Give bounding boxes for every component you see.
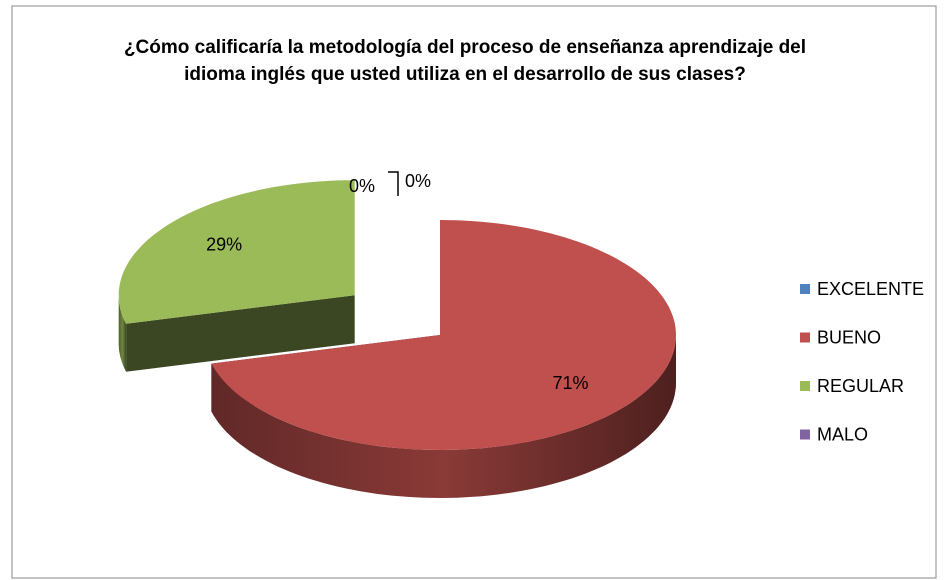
- chart-title: ¿Cómo calificaría la metodología del pro…: [123, 37, 807, 85]
- legend-swatch: [800, 332, 810, 343]
- legend-label: EXCELENTE: [817, 279, 924, 299]
- slice: [118, 180, 355, 324]
- legend-label: BUENO: [817, 327, 881, 347]
- data-label: 29%: [206, 235, 242, 255]
- slice-side: [118, 295, 127, 372]
- data-label: 0%: [405, 171, 431, 191]
- slice-side: [211, 335, 676, 498]
- legend-swatch: [800, 284, 810, 294]
- slice: [211, 220, 676, 450]
- data-label: 71%: [553, 373, 589, 393]
- data-label: 0%: [349, 176, 375, 196]
- legend-label: REGULAR: [817, 376, 904, 396]
- legend-swatch: [800, 381, 810, 391]
- legend-label: MALO: [817, 424, 868, 444]
- slice-wall: [126, 295, 355, 372]
- legend-swatch: [800, 429, 810, 440]
- leader-line: [388, 171, 399, 196]
